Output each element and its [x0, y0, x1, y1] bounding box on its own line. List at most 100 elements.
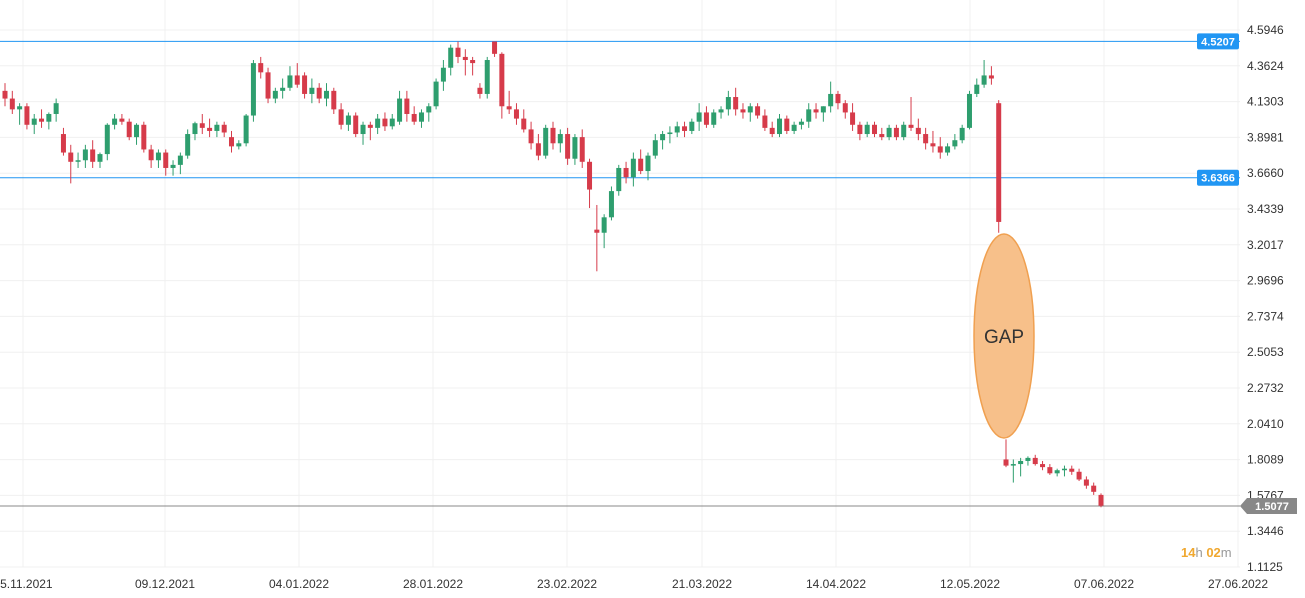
candle: [645, 152, 651, 181]
candle: [148, 144, 154, 168]
candle-body: [930, 143, 936, 147]
countdown-hours-unit: h: [1195, 545, 1203, 560]
candle: [923, 127, 929, 150]
candle-body: [1003, 459, 1009, 466]
candle: [513, 103, 519, 125]
candle: [535, 134, 541, 161]
candle-body: [309, 87, 315, 94]
chart-grid: [0, 0, 1240, 568]
candle: [236, 140, 242, 150]
candle: [68, 144, 74, 184]
candle-body: [747, 106, 753, 113]
candle: [155, 149, 161, 168]
candle: [221, 121, 227, 138]
candle-body: [937, 146, 943, 153]
candle: [287, 66, 293, 91]
candle-body: [440, 67, 446, 82]
candle-body: [557, 134, 563, 144]
candle: [1010, 459, 1016, 483]
y-tick-label: 2.9696: [1247, 274, 1284, 288]
gap-annotation: GAP: [973, 233, 1035, 439]
candle-body: [207, 127, 213, 131]
candle: [360, 121, 366, 145]
candle-body: [170, 164, 176, 168]
candle: [82, 144, 88, 168]
candle-body: [857, 124, 863, 135]
support-tag-bg: [1197, 169, 1239, 186]
candle-body: [623, 167, 629, 178]
candle: [323, 83, 329, 107]
candle-body: [711, 112, 717, 125]
candle-body: [879, 134, 885, 138]
candle: [1061, 465, 1067, 477]
candle: [294, 63, 300, 88]
candle-body: [17, 106, 23, 110]
candle-body: [302, 75, 308, 94]
candle-body: [477, 87, 483, 94]
candle: [462, 49, 468, 76]
candle: [952, 134, 958, 150]
candle-body: [353, 115, 359, 135]
candle: [2, 83, 8, 107]
candle-body: [1047, 467, 1053, 474]
y-tick-label: 3.2017: [1247, 238, 1284, 252]
candle-body: [908, 124, 914, 128]
candle: [433, 78, 439, 110]
candle-body: [689, 121, 695, 131]
candle-body: [294, 75, 300, 85]
candle-body: [828, 93, 834, 107]
x-tick-label: 21.03.2022: [672, 577, 732, 591]
candle-body: [1091, 485, 1097, 492]
candle: [75, 152, 81, 168]
candle: [411, 106, 417, 125]
candle-body: [791, 124, 797, 131]
candle-body: [426, 106, 432, 113]
candle-body: [988, 75, 994, 79]
candle: [718, 106, 724, 119]
candle-body: [513, 109, 519, 119]
candle: [1091, 482, 1097, 495]
candle: [733, 87, 739, 116]
candle: [798, 118, 804, 130]
candle-body: [769, 127, 775, 135]
candle-body: [638, 158, 644, 172]
candle-body: [499, 53, 505, 107]
candle-body: [1010, 464, 1016, 466]
candle-body: [1040, 464, 1046, 468]
candle-body: [1018, 460, 1024, 465]
candle: [616, 164, 622, 196]
candle: [506, 90, 512, 114]
x-axis: 15.11.2021 09.12.2021 04.01.2022 28.01.2022…: [0, 577, 1268, 591]
candle-body: [199, 123, 205, 128]
candle: [382, 112, 388, 131]
candle: [623, 161, 629, 184]
candle: [974, 78, 980, 98]
candle: [762, 109, 768, 131]
candle-body: [316, 87, 322, 99]
candle-body: [24, 106, 30, 125]
candle: [119, 113, 125, 125]
candle: [915, 118, 921, 141]
candle: [272, 87, 278, 104]
candle-body: [674, 126, 680, 133]
candle: [572, 134, 578, 165]
candle: [302, 72, 308, 99]
y-tick-label: 2.5053: [1247, 345, 1284, 359]
candle-body: [82, 149, 88, 161]
y-tick-label: 1.1125: [1247, 560, 1283, 574]
candle: [1040, 460, 1046, 471]
candle: [667, 126, 673, 144]
candle: [448, 44, 454, 76]
candle: [214, 121, 220, 138]
candle-body: [112, 118, 118, 125]
candle: [199, 113, 205, 135]
y-tick-label: 3.4339: [1247, 202, 1284, 216]
candle-body: [945, 146, 951, 153]
candle: [316, 83, 322, 104]
candle-body: [1069, 468, 1075, 472]
x-tick-label: 15.11.2021: [0, 577, 53, 591]
candle: [630, 152, 636, 187]
gap-ellipse: [973, 233, 1035, 439]
candle-body: [952, 140, 958, 147]
